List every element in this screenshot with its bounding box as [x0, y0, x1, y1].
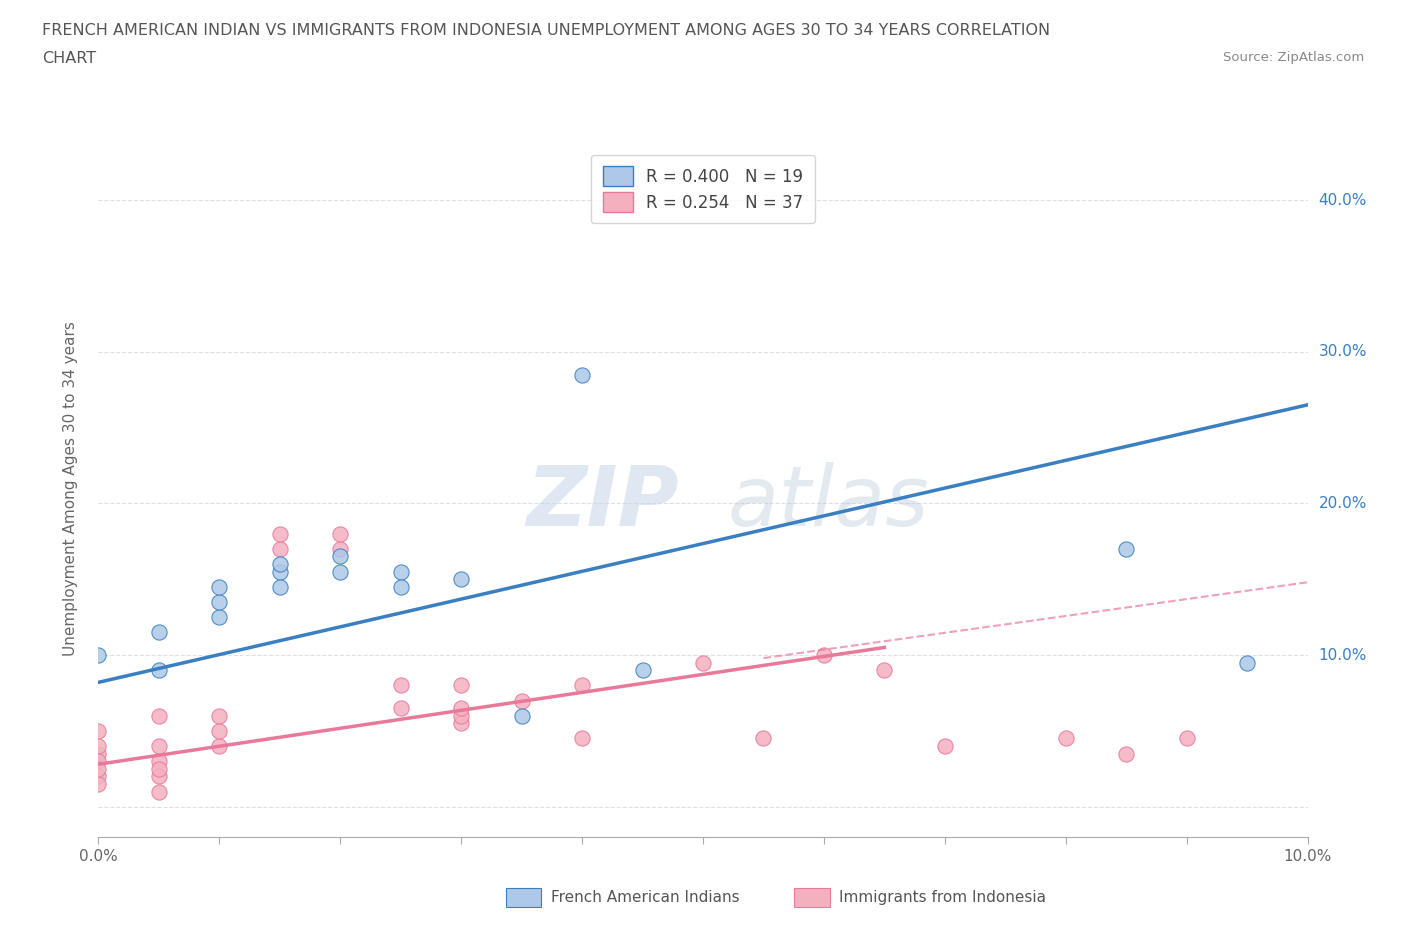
Point	[510, 709, 533, 724]
Point	[87, 777, 110, 791]
Point	[934, 738, 956, 753]
Point	[571, 367, 593, 382]
Point	[389, 565, 412, 579]
Point	[1054, 731, 1077, 746]
Point	[269, 565, 291, 579]
Point	[571, 731, 593, 746]
Point	[269, 526, 291, 541]
Point	[148, 709, 170, 724]
Point	[148, 625, 170, 640]
Point	[450, 572, 472, 587]
Y-axis label: Unemployment Among Ages 30 to 34 years: Unemployment Among Ages 30 to 34 years	[63, 321, 77, 656]
Text: ZIP: ZIP	[526, 461, 679, 543]
Point	[813, 647, 835, 662]
Point	[148, 784, 170, 799]
Point	[87, 762, 110, 777]
Point	[208, 594, 231, 609]
Point	[873, 663, 896, 678]
Text: French American Indians: French American Indians	[551, 890, 740, 905]
Text: FRENCH AMERICAN INDIAN VS IMMIGRANTS FROM INDONESIA UNEMPLOYMENT AMONG AGES 30 T: FRENCH AMERICAN INDIAN VS IMMIGRANTS FRO…	[42, 23, 1050, 38]
Point	[148, 738, 170, 753]
Point	[87, 753, 110, 768]
Point	[450, 700, 472, 715]
Text: 40.0%: 40.0%	[1319, 193, 1367, 207]
Point	[87, 738, 110, 753]
Point	[208, 709, 231, 724]
Text: Source: ZipAtlas.com: Source: ZipAtlas.com	[1223, 51, 1364, 64]
Point	[692, 656, 714, 671]
Text: 30.0%: 30.0%	[1319, 344, 1367, 359]
Point	[269, 557, 291, 572]
Text: atlas: atlas	[727, 461, 929, 543]
Point	[329, 541, 352, 556]
Point	[1115, 541, 1137, 556]
Point	[329, 565, 352, 579]
Point	[87, 724, 110, 738]
Point	[269, 579, 291, 594]
Point	[87, 647, 110, 662]
Point	[450, 678, 472, 693]
Point	[1236, 656, 1258, 671]
Point	[329, 549, 352, 564]
Point	[571, 678, 593, 693]
Point	[148, 769, 170, 784]
Point	[510, 693, 533, 708]
Point	[1115, 746, 1137, 761]
Point	[87, 769, 110, 784]
Point	[752, 731, 775, 746]
Point	[631, 663, 654, 678]
Point	[148, 663, 170, 678]
Point	[269, 541, 291, 556]
Point	[208, 610, 231, 625]
Point	[148, 762, 170, 777]
Point	[389, 678, 412, 693]
Point	[450, 709, 472, 724]
Point	[87, 746, 110, 761]
Point	[450, 716, 472, 731]
Point	[389, 579, 412, 594]
Point	[389, 700, 412, 715]
Point	[208, 738, 231, 753]
Point	[208, 579, 231, 594]
Text: 20.0%: 20.0%	[1319, 496, 1367, 511]
Legend: R = 0.400   N = 19, R = 0.254   N = 37: R = 0.400 N = 19, R = 0.254 N = 37	[591, 154, 815, 223]
Text: 10.0%: 10.0%	[1319, 647, 1367, 662]
Point	[1175, 731, 1198, 746]
Text: Immigrants from Indonesia: Immigrants from Indonesia	[839, 890, 1046, 905]
Point	[329, 526, 352, 541]
Point	[148, 753, 170, 768]
Text: CHART: CHART	[42, 51, 96, 66]
Point	[208, 724, 231, 738]
